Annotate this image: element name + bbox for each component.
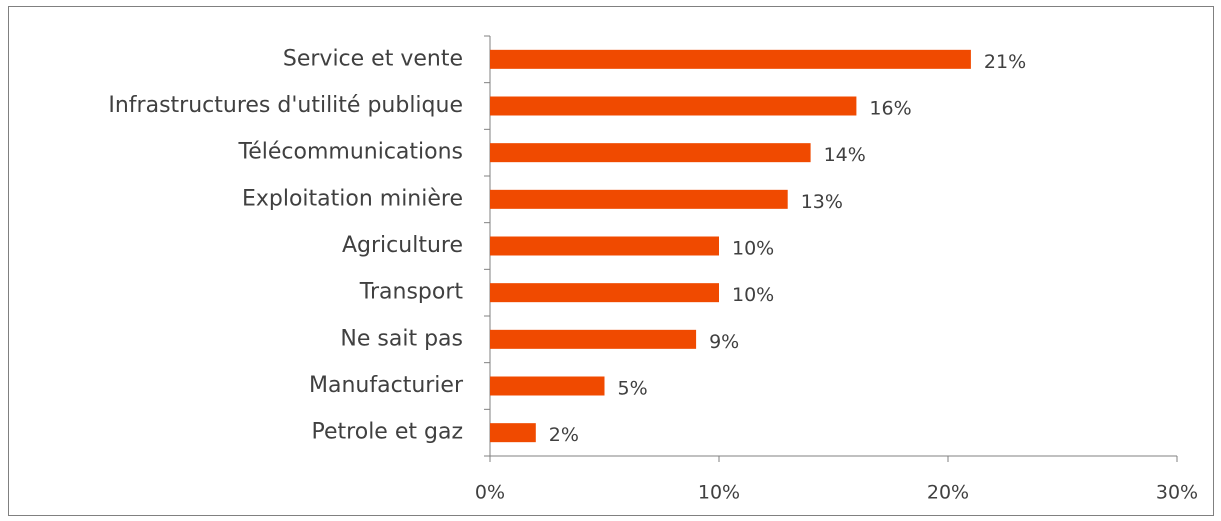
x-tick-label: 10% (698, 482, 740, 504)
value-label: 9% (709, 331, 739, 353)
value-label: 13% (801, 191, 843, 213)
y-tick-label: Transport (359, 280, 464, 305)
y-tick-label: Petrole et gaz (312, 420, 463, 445)
value-label: 16% (869, 98, 911, 120)
bar (490, 96, 857, 116)
bar (490, 189, 788, 209)
x-tick-label: 20% (927, 482, 969, 504)
y-tick-label: Infrastructures d'utilité publique (108, 93, 463, 118)
y-tick-label: Agriculture (342, 233, 463, 258)
chart-border (8, 6, 1214, 516)
bar (490, 236, 719, 256)
bar (490, 423, 536, 443)
value-label: 2% (549, 424, 579, 446)
x-tick-label: 30% (1156, 482, 1198, 504)
y-tick-label: Exploitation minière (242, 186, 463, 211)
value-label: 14% (824, 144, 866, 166)
x-tick-label: 0% (475, 482, 505, 504)
bar (490, 143, 811, 163)
value-label: 5% (618, 378, 648, 400)
bar (490, 49, 971, 69)
bar (490, 283, 719, 303)
y-tick-label: Ne sait pas (340, 326, 463, 351)
y-tick-label: Télécommunications (238, 140, 463, 165)
value-label: 21% (984, 51, 1026, 73)
value-label: 10% (732, 284, 774, 306)
bar (490, 329, 697, 349)
y-tick-label: Manufacturier (309, 373, 464, 398)
y-tick-label: Service et vente (283, 46, 463, 71)
bar (490, 376, 605, 396)
value-label: 10% (732, 238, 774, 260)
